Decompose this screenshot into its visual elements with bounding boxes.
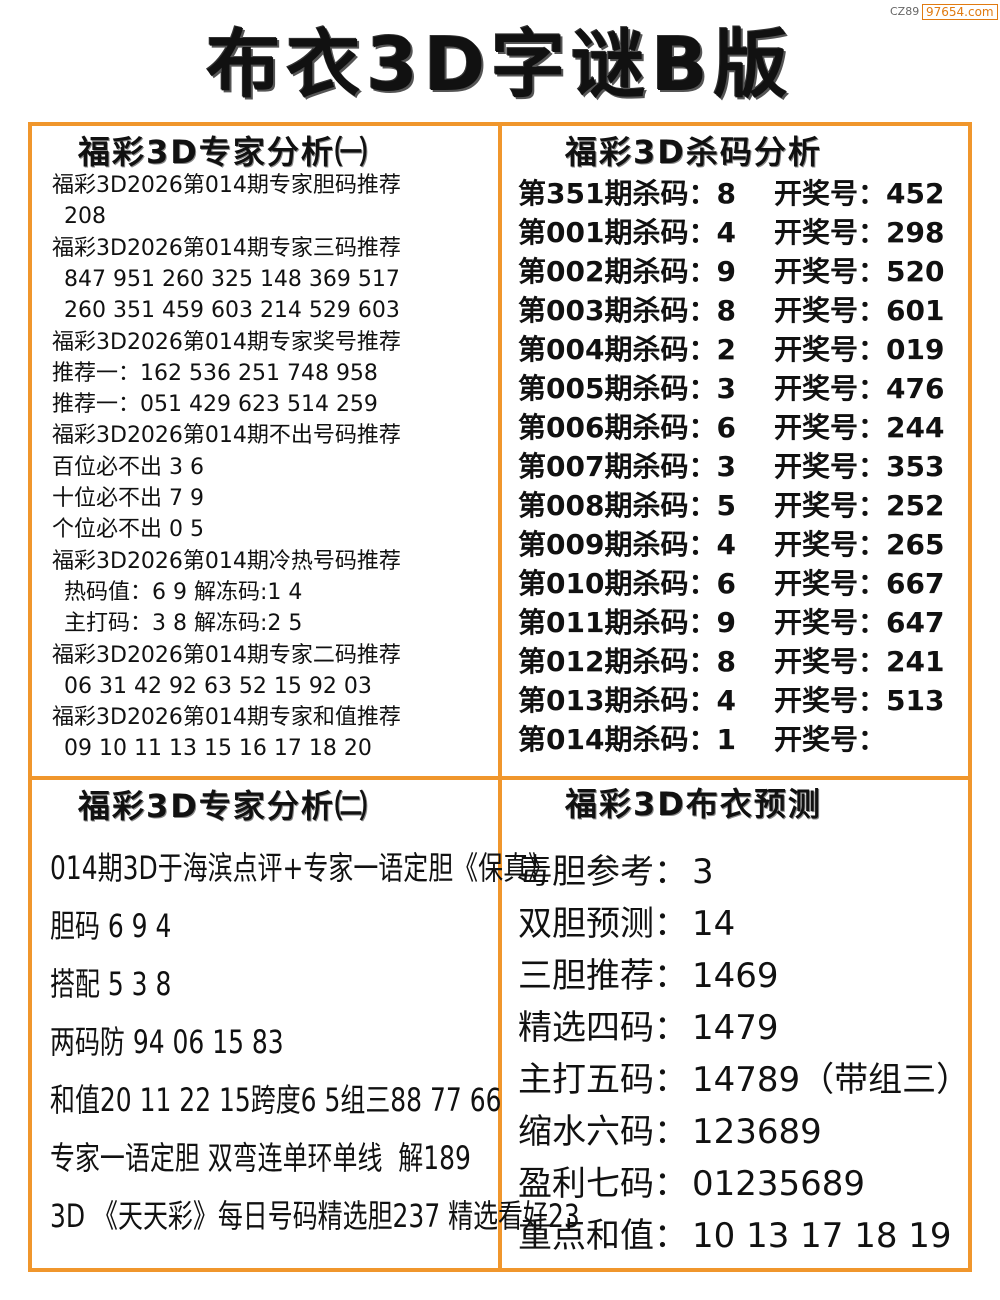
panel-title: 福彩3D专家分析㈠ — [78, 133, 369, 171]
draw-number: 开奖号：513 — [774, 684, 945, 717]
expert-line: 搭配 5 3 8 — [50, 965, 172, 1003]
prediction-value: 1479 — [692, 1008, 779, 1048]
analysis-line: 福彩3D2026第014期专家二码推荐 — [52, 642, 401, 668]
prediction-value: 123689 — [692, 1112, 822, 1152]
expert-line: 专家一语定胆 双弯连单环单线 解189 — [50, 1139, 471, 1177]
draw-number: 开奖号：353 — [774, 450, 945, 483]
draw-number: 开奖号：252 — [774, 489, 945, 522]
panel-title: 福彩3D布衣预测 — [565, 785, 822, 823]
expert-line: 014期3D于海滨点评+专家一语定胆《保真》 — [50, 849, 554, 887]
page-title: 布衣3D字谜B版 — [206, 22, 794, 108]
prediction-label: 重点和值： — [518, 1216, 688, 1256]
prediction-value: 3 — [692, 852, 714, 892]
analysis-line: 百位必不出 3 6 — [52, 454, 204, 480]
expert-line: 胆码 6 9 4 — [50, 907, 172, 945]
prediction-value: 10 13 17 18 19 — [692, 1216, 952, 1256]
analysis-line: 福彩3D2026第014期冷热号码推荐 — [52, 548, 401, 574]
draw-number: 开奖号：265 — [774, 528, 945, 561]
horizontal-divider — [28, 776, 972, 780]
analysis-line: 推荐一：051 429 623 514 259 — [52, 392, 378, 418]
watermark-site: 97654.com — [922, 4, 998, 20]
prediction-label: 主打五码： — [518, 1060, 688, 1100]
watermark-code: CZ89 — [890, 5, 920, 18]
prediction-label: 盈利七码： — [518, 1164, 688, 1204]
prediction-label: 毒胆参考： — [518, 852, 688, 892]
kill-code: 第006期杀码：6 — [518, 411, 736, 444]
prediction-label: 精选四码： — [518, 1008, 688, 1048]
draw-number: 开奖号：476 — [774, 372, 945, 405]
draw-number: 开奖号：520 — [774, 255, 945, 288]
analysis-line: 推荐一：162 536 251 748 958 — [52, 360, 378, 386]
draw-number: 开奖号：647 — [774, 606, 945, 639]
analysis-line: 主打码：3 8 解冻码:2 5 — [64, 611, 303, 637]
analysis-line: 福彩3D2026第014期专家胆码推荐 — [52, 173, 401, 198]
analysis-line: 847 951 260 325 148 369 517 — [64, 266, 400, 292]
prediction-value: 01235689 — [692, 1164, 866, 1204]
kill-code: 第001期杀码：4 — [518, 216, 736, 249]
draw-number: 开奖号：601 — [774, 294, 945, 327]
expert-line: 和值20 11 22 15跨度6 5组三88 77 66 — [50, 1081, 502, 1119]
analysis-line: 福彩3D2026第014期专家和值推荐 — [52, 705, 401, 731]
analysis-line: 06 31 42 92 63 52 15 92 03 — [64, 673, 372, 699]
prediction-value: 14789（带组三） — [692, 1060, 971, 1100]
kill-code: 第007期杀码：3 — [518, 450, 736, 483]
kill-code: 第351期杀码：8 — [518, 177, 736, 210]
analysis-line: 十位必不出 7 9 — [52, 486, 204, 511]
kill-code: 第003期杀码：8 — [518, 294, 736, 327]
kill-code: 第011期杀码：9 — [518, 606, 736, 639]
prediction-value: 14 — [692, 904, 736, 944]
draw-number: 开奖号：298 — [774, 216, 945, 249]
prediction-label: 双胆预测： — [518, 904, 688, 944]
analysis-line: 个位必不出 0 5 — [52, 517, 204, 543]
kill-code: 第009期杀码：4 — [518, 528, 736, 561]
draw-number: 开奖号：452 — [774, 177, 945, 210]
expert-line: 两码防 94 06 15 83 — [50, 1023, 284, 1061]
analysis-line: 福彩3D2026第014期不出号码推荐 — [52, 423, 401, 449]
kill-code: 第008期杀码：5 — [518, 489, 736, 522]
analysis-line: 福彩3D2026第014期专家奖号推荐 — [52, 329, 401, 355]
prediction-value: 1469 — [692, 956, 779, 996]
analysis-line: 260 351 459 603 214 529 603 — [64, 298, 400, 324]
kill-code: 第010期杀码：6 — [518, 567, 736, 600]
kill-code: 第005期杀码：3 — [518, 372, 736, 405]
prediction-label: 缩水六码： — [518, 1112, 688, 1152]
kill-code: 第013期杀码：4 — [518, 684, 736, 717]
analysis-line: 热码值：6 9 解冻码:1 4 — [64, 579, 303, 605]
analysis-line: 09 10 11 13 15 16 17 18 20 — [64, 736, 372, 762]
analysis-line: 208 — [64, 204, 106, 230]
draw-number: 开奖号：244 — [774, 411, 945, 444]
kill-code: 第012期杀码：8 — [518, 645, 736, 678]
kill-code: 第002期杀码：9 — [518, 255, 736, 288]
expert-line: 3D 《天天彩》每日号码精选胆237 精选看好23 — [50, 1197, 580, 1235]
vertical-divider — [498, 122, 502, 1272]
draw-number: 开奖号：241 — [774, 645, 945, 678]
prediction-label: 三胆推荐： — [518, 956, 688, 996]
kill-code: 第004期杀码：2 — [518, 333, 736, 366]
draw-number: 开奖号： — [774, 723, 887, 756]
draw-number: 开奖号：667 — [774, 567, 945, 600]
draw-number: 开奖号：019 — [774, 333, 945, 366]
panel-title: 福彩3D杀码分析 — [565, 133, 822, 171]
kill-code: 第014期杀码：1 — [518, 723, 736, 756]
panel-title: 福彩3D专家分析㈡ — [78, 787, 369, 825]
analysis-line: 福彩3D2026第014期专家三码推荐 — [52, 235, 401, 261]
